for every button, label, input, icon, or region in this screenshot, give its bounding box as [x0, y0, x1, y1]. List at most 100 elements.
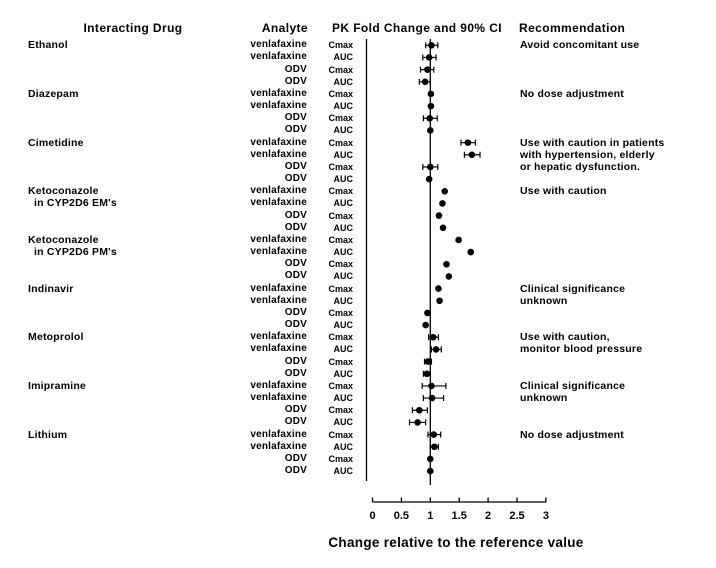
data-point — [441, 187, 449, 195]
analyte-label: ODV — [284, 160, 307, 172]
data-point — [427, 90, 435, 98]
analyte-label: ODV — [284, 306, 307, 318]
x-tick-label: 0.5 — [394, 510, 409, 522]
measure-label: Cmax — [328, 453, 353, 464]
data-point — [430, 431, 438, 438]
recommendation-text: Clinical significance — [520, 379, 626, 392]
measure-label: AUC — [333, 295, 354, 306]
measure-label: Cmax — [328, 405, 353, 416]
drug-label: in CYP2D6 EM's — [34, 197, 117, 210]
measure-label: Cmax — [328, 88, 353, 99]
drug-label: Cimetidine — [28, 136, 84, 149]
data-point — [425, 54, 433, 61]
measure-label: AUC — [333, 125, 354, 136]
header-analyte: Analyte — [261, 21, 308, 35]
analyte-label: venlafaxine — [250, 379, 307, 391]
data-point — [436, 297, 443, 305]
drug-label: Ketoconazole — [28, 233, 99, 246]
measure-label: Cmax — [328, 161, 353, 172]
x-tick-label: 2 — [485, 510, 491, 522]
recommendation-text: unknown — [520, 392, 568, 405]
x-tick-label: 1.5 — [452, 510, 467, 522]
measure-label: AUC — [333, 247, 354, 258]
data-point — [427, 467, 434, 475]
measure-label: Cmax — [328, 356, 353, 367]
measure-label: AUC — [333, 344, 354, 355]
measure-label: AUC — [333, 52, 354, 63]
drug-label: Ketoconazole — [28, 185, 99, 198]
header-recommendation: Recommendation — [519, 21, 626, 35]
measure-label: Cmax — [328, 259, 353, 270]
measure-label: Cmax — [328, 380, 353, 391]
drug-label: Diazepam — [28, 87, 79, 100]
data-point — [427, 127, 434, 134]
analyte-label: venlafaxine — [250, 282, 307, 294]
analyte-label: venlafaxine — [250, 294, 307, 306]
analyte-label: ODV — [284, 319, 307, 331]
analyte-label: ODV — [284, 404, 307, 416]
x-tick-label: 3 — [543, 510, 549, 522]
analyte-label: ODV — [284, 270, 307, 282]
data-point — [455, 236, 462, 244]
analyte-label: ODV — [284, 112, 307, 124]
measure-label: AUC — [333, 76, 354, 87]
measure-label: Cmax — [328, 113, 353, 124]
analyte-label: venlafaxine — [250, 87, 307, 99]
measure-label: AUC — [333, 174, 354, 185]
analyte-label: ODV — [284, 355, 307, 367]
analyte-label: ODV — [284, 465, 307, 477]
data-point — [439, 224, 447, 232]
data-point — [464, 139, 472, 146]
data-point — [424, 66, 431, 73]
data-point — [428, 382, 435, 390]
measure-label: AUC — [333, 368, 354, 379]
measure-label: AUC — [333, 320, 354, 331]
data-point — [423, 370, 431, 378]
analyte-label: venlafaxine — [250, 39, 307, 51]
x-tick-label: 0 — [369, 510, 375, 522]
recommendation-text: No dose adjustment — [520, 428, 624, 441]
analyte-label: ODV — [284, 124, 307, 136]
drug-label: Metoprolol — [28, 331, 84, 344]
data-point — [467, 248, 475, 256]
header-pk-fold-change: PK Fold Change and 90% CI — [332, 21, 503, 35]
data-point — [429, 333, 437, 341]
recommendation-text: Clinical significance — [520, 282, 626, 295]
analyte-label: venlafaxine — [250, 136, 307, 148]
recommendation-text: or hepatic dysfunction. — [520, 160, 641, 173]
measure-label: Cmax — [328, 186, 353, 197]
data-point — [431, 443, 438, 451]
recommendation-text: monitor blood pressure — [520, 343, 643, 356]
analyte-label: venlafaxine — [250, 185, 307, 197]
analyte-label: venlafaxine — [250, 148, 307, 160]
recommendation-text: Use with caution in patients — [520, 136, 665, 149]
data-point — [426, 114, 434, 122]
analyte-label: venlafaxine — [250, 246, 307, 258]
data-point — [435, 285, 442, 292]
measure-label: Cmax — [328, 210, 353, 221]
analyte-label: venlafaxine — [250, 197, 307, 209]
measure-label: Cmax — [328, 283, 353, 294]
data-point — [428, 42, 435, 49]
measure-label: AUC — [333, 222, 354, 233]
data-point — [432, 346, 440, 353]
header-interacting-drug: Interacting Drug — [83, 21, 183, 35]
x-axis-title: Change relative to the reference value — [328, 535, 583, 550]
measure-label: Cmax — [328, 40, 353, 51]
data-point — [428, 394, 436, 402]
drug-label: in CYP2D6 PM's — [34, 246, 117, 259]
recommendation-text: No dose adjustment — [520, 87, 624, 100]
measure-label: Cmax — [328, 307, 353, 318]
analyte-label: ODV — [284, 452, 307, 464]
analyte-label: venlafaxine — [250, 100, 307, 112]
drug-label: Imipramine — [28, 379, 87, 392]
data-point — [445, 273, 453, 280]
analyte-label: venlafaxine — [250, 392, 307, 404]
analyte-label: venlafaxine — [250, 233, 307, 245]
data-point — [424, 358, 432, 365]
recommendation-text: with hypertension, elderly — [520, 148, 655, 161]
data-point — [424, 309, 431, 317]
analyte-label: venlafaxine — [250, 440, 307, 452]
